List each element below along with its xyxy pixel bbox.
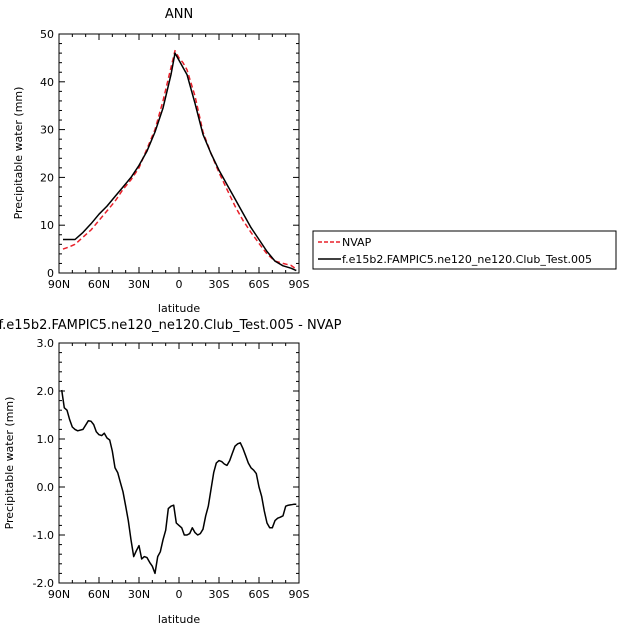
top-chart-y-tick-label: 20: [40, 171, 54, 184]
top-chart-y-tick-label: 0: [47, 267, 54, 280]
bottom-chart-x-axis-label: latitude: [158, 613, 200, 626]
legend: NVAP f.e15b2.FAMPIC5.ne120_ne120.Club_Te…: [312, 230, 617, 270]
bottom-chart-x-tick-label: 60N: [88, 588, 110, 601]
top-chart-x-tick-label: 90S: [289, 278, 310, 291]
top-chart-x-tick-label: 60N: [88, 278, 110, 291]
top-chart-x-tick-label: 30S: [209, 278, 230, 291]
top-chart-x-axis-label: latitude: [158, 302, 200, 315]
bottom-chart-x-tick-label: 30N: [128, 588, 150, 601]
bottom-chart-x-tick-label: 0: [176, 588, 183, 601]
bottom-chart-y-tick-label: -1.0: [33, 529, 54, 542]
top-chart-y-axis-label: Precipitable water (mm): [12, 87, 25, 220]
top-chart-x-tick-label: 90N: [48, 278, 70, 291]
bottom-chart-x-tick-label: 30S: [209, 588, 230, 601]
series-line-nvap: [62, 49, 297, 270]
legend-label-nvap: NVAP: [342, 236, 372, 249]
series-line-model: [63, 52, 297, 272]
legend-box: [312, 230, 617, 270]
series-line-difference: [60, 389, 297, 575]
bottom-chart-title: f.e15b2.FAMPIC5.ne120_ne120.Club_Test.00…: [0, 318, 342, 333]
bottom-chart-y-tick-label: 0.0: [37, 481, 55, 494]
bottom-chart-y-tick-label: 1.0: [37, 433, 55, 446]
bottom-chart-x-tick-label: 90S: [289, 588, 310, 601]
legend-label-model: f.e15b2.FAMPIC5.ne120_ne120.Club_Test.00…: [342, 253, 592, 266]
top-chart-y-tick-label: 30: [40, 124, 54, 137]
top-chart-x-tick-label: 30N: [128, 278, 150, 291]
bottom-chart-y-axis-label: Precipitable water (mm): [3, 397, 16, 530]
bottom-chart-frame: [58, 342, 300, 584]
top-chart-x-tick-label: 60S: [249, 278, 270, 291]
bottom-chart-y-tick-label: -2.0: [33, 577, 54, 590]
top-chart-x-tick-label: 0: [176, 278, 183, 291]
bottom-chart-y-tick-label: 2.0: [37, 385, 55, 398]
bottom-chart-y-tick-label: 3.0: [37, 337, 55, 350]
bottom-chart-x-tick-label: 90N: [48, 588, 70, 601]
top-chart-y-tick-label: 40: [40, 76, 54, 89]
top-chart-y-tick-label: 10: [40, 219, 54, 232]
top-chart: ANN Precipitable water (mm) latitude 90N…: [12, 7, 310, 315]
bottom-chart-x-tick-label: 60S: [249, 588, 270, 601]
top-chart-frame: [58, 33, 300, 274]
top-chart-y-tick-label: 50: [40, 28, 54, 41]
bottom-chart: f.e15b2.FAMPIC5.ne120_ne120.Club_Test.00…: [0, 318, 342, 626]
top-chart-title: ANN: [165, 7, 193, 22]
